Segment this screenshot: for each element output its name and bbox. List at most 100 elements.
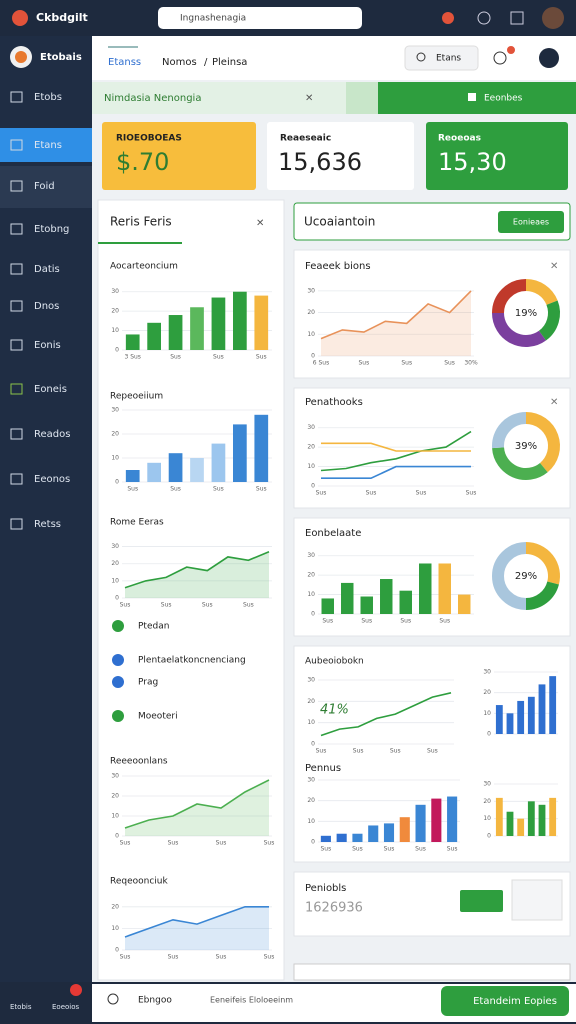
stat-label: Reoeoas (438, 134, 481, 144)
y-tick-label: 0 (115, 947, 119, 954)
y-tick-label: 30 (307, 677, 315, 684)
url-box[interactable] (158, 7, 362, 29)
nav-item[interactable]: Dnos (34, 301, 59, 312)
settings-icon[interactable] (477, 11, 491, 25)
area-fill (125, 906, 269, 950)
donut-segment (538, 300, 560, 341)
card-action-secondary[interactable] (511, 879, 563, 921)
bar (336, 833, 347, 842)
x-tick-label: 30% (464, 360, 478, 367)
stat-card (426, 122, 568, 190)
y-tick-label: 0 (115, 595, 119, 602)
y-tick-label: 0 (115, 479, 119, 486)
right-panel-title: Ucoaiantoin (304, 215, 375, 229)
footer-icon (107, 993, 119, 1005)
header-tab[interactable]: Pleinsa (212, 57, 247, 68)
nav-item[interactable]: Foid (34, 181, 55, 192)
bar (419, 563, 432, 614)
nav-item[interactable]: Eeonos (34, 474, 70, 485)
card-title: Aubeoiobokn (305, 657, 364, 667)
donut-label: 39% (515, 441, 537, 452)
nav-item[interactable]: Datis (34, 264, 60, 275)
x-tick-label: Sus (427, 748, 438, 755)
nav-item[interactable]: Etans (34, 140, 62, 151)
banner-button[interactable]: Eeonbes (484, 94, 523, 104)
theme-toggle[interactable] (539, 48, 559, 68)
list-icon (112, 654, 124, 666)
y-tick-label: 20 (111, 793, 119, 800)
chart-title: Repeoeiium (110, 392, 163, 402)
y-tick-label: 10 (307, 818, 315, 825)
hover-nav-bg (0, 166, 92, 208)
footer-button[interactable] (441, 986, 569, 1016)
bar (399, 817, 410, 842)
list-item[interactable]: Moeoteri (138, 712, 178, 722)
line (321, 465, 471, 479)
header-tab[interactable]: Nomos (162, 57, 197, 68)
top-header (92, 36, 576, 80)
right-panel-button-label: Eonieaes (513, 218, 549, 227)
nav-item[interactable]: Retss (34, 519, 61, 530)
ext-icon[interactable] (442, 12, 454, 24)
card-close[interactable]: ✕ (550, 397, 558, 408)
nav-item[interactable]: Eoneis (34, 384, 67, 395)
card-title: Penathooks (305, 397, 363, 408)
chart-title: Aocarteoncium (110, 262, 178, 272)
area-fill (321, 290, 471, 356)
bar (320, 835, 331, 842)
bar (321, 598, 334, 614)
header-tab[interactable]: Etanss (108, 57, 141, 68)
bar (254, 295, 269, 350)
x-tick-label: Sus (316, 748, 327, 755)
user-icon[interactable] (493, 51, 507, 65)
footer-item[interactable]: Eeneifeis Eloloeeinm (210, 996, 293, 1005)
banner-mid (346, 82, 378, 114)
x-tick-label: Sus (466, 490, 477, 497)
footer-left[interactable]: Eoeoios (52, 1003, 80, 1011)
stat-card (102, 122, 256, 190)
bar (341, 582, 354, 614)
panel-close[interactable]: ✕ (256, 218, 264, 229)
bar (538, 804, 546, 836)
search-box[interactable] (404, 45, 479, 71)
x-tick-label: Sus (170, 486, 181, 493)
list-item[interactable]: Plentaelatkoncnenciang (138, 656, 246, 666)
x-tick-label: Sus (444, 360, 455, 367)
menu-icon[interactable] (510, 11, 524, 25)
avatar[interactable] (542, 7, 564, 29)
footer-left[interactable]: Etobis (10, 1003, 32, 1011)
nav-item[interactable]: Etobs (34, 92, 62, 103)
y-tick-label: 10 (307, 463, 315, 470)
banner-close[interactable]: ✕ (305, 93, 313, 104)
list-item[interactable]: Ptedan (138, 622, 169, 632)
right-panel-button[interactable] (498, 211, 564, 233)
nav-item[interactable]: Eonis (34, 340, 61, 351)
donut-segment (525, 581, 559, 610)
panel-tab-underline (98, 242, 182, 244)
card-action[interactable] (460, 890, 503, 912)
stat-value: 15,636 (278, 148, 362, 176)
y-tick-label: 0 (311, 483, 315, 490)
x-tick-label: Sus (401, 360, 412, 367)
bar (233, 424, 247, 482)
stat-card (267, 122, 414, 190)
active-nav-bg (0, 128, 92, 162)
card-close[interactable]: ✕ (550, 261, 558, 272)
chart-title: Reeeoonlans (110, 757, 168, 767)
nav-item[interactable]: Etobng (34, 224, 69, 235)
header-tab[interactable]: / (204, 57, 208, 68)
nav-item[interactable]: Reados (34, 429, 70, 440)
y-tick-label: 0 (487, 731, 491, 738)
card (293, 387, 571, 509)
x-tick-label: Sus (400, 618, 411, 625)
nav-icon (10, 91, 23, 103)
bar (399, 590, 412, 614)
line (320, 430, 472, 472)
list-item[interactable]: Prag (138, 678, 158, 688)
footer-item[interactable]: Ebngoo (138, 996, 172, 1006)
x-tick-label: Sus (216, 840, 227, 847)
y-tick-label: 10 (111, 813, 119, 820)
line (124, 550, 270, 589)
y-tick-label: 20 (307, 309, 315, 316)
